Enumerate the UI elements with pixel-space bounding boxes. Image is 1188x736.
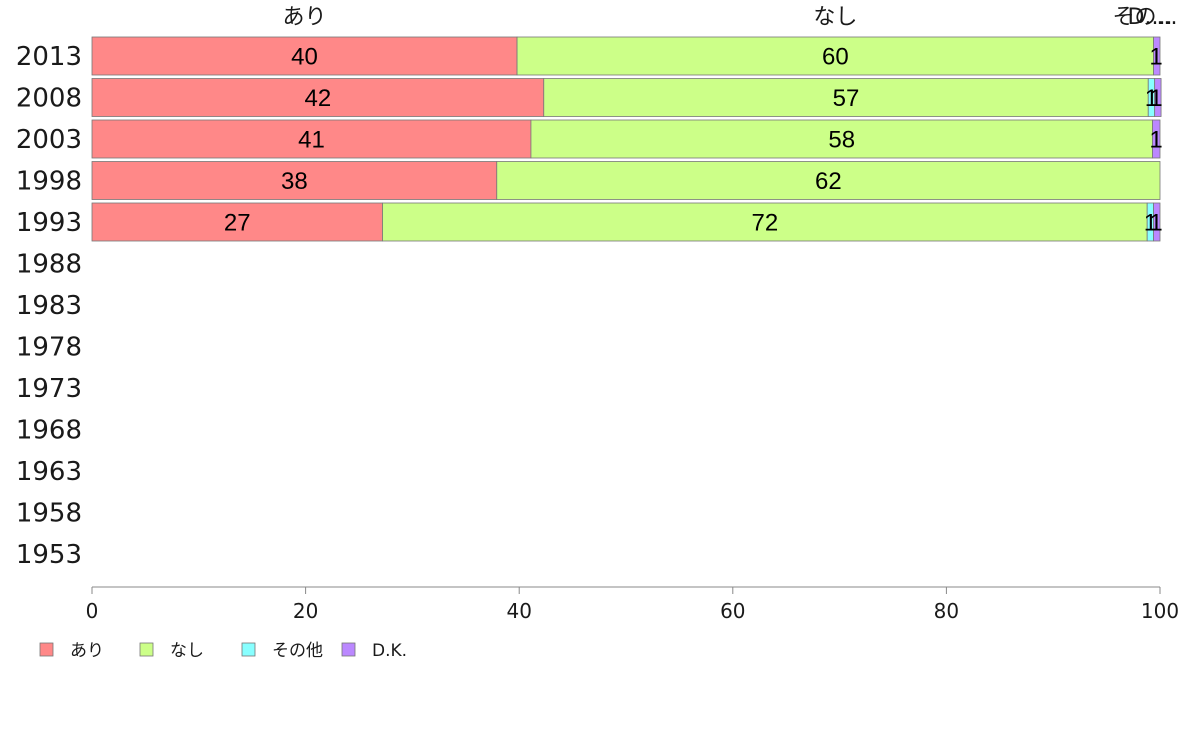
bar-1993-D.K. [1153, 202, 1161, 242]
y-tick-label-1983: 1983 [16, 291, 82, 321]
legend-label-あり: あり [70, 641, 104, 661]
top-label-なし: なし [813, 5, 857, 30]
y-tick-label-1973: 1973 [16, 374, 82, 404]
bars [91, 36, 1162, 242]
legend: あり なし その他 D.K. [39, 641, 407, 661]
x-tick-label-60: 60 [720, 599, 745, 623]
legend-label-D.K.: D.K. [372, 641, 407, 661]
legend-swatch-なし [139, 642, 154, 657]
data-label-2013-なし: 60 [822, 44, 849, 71]
bar-1998-なし [496, 161, 1161, 200]
x-tick-label-100: 100 [1141, 599, 1179, 623]
x-axis: 0 20 40 60 80 100 [86, 586, 1179, 623]
y-tick-label-2003: 2003 [16, 125, 82, 155]
y-tick-label-2013: 2013 [16, 42, 82, 72]
data-label-2008-なし: 57 [833, 85, 860, 112]
x-tick-label-20: 20 [293, 599, 318, 623]
y-tick-label-1993: 1993 [16, 208, 82, 238]
top-label-あり: あり [283, 5, 327, 30]
legend-swatch-D.K. [341, 642, 356, 657]
y-tick-label-1988: 1988 [16, 250, 82, 280]
data-label-1998-なし: 62 [815, 168, 842, 195]
y-tick-label-2008: 2008 [16, 84, 82, 114]
y-axis: 2013 2008 2003 1998 1993 1988 1983 1978 1973 1968… [16, 42, 82, 570]
x-tick-label-40: 40 [506, 599, 531, 623]
top-label-D.K.: D.... [1128, 5, 1173, 30]
data-label-2013-あり: 40 [291, 44, 318, 71]
y-tick-label-1953: 1953 [16, 540, 82, 570]
bar-2008-D.K. [1154, 78, 1162, 117]
y-tick-label-1968: 1968 [16, 416, 82, 446]
data-label-2013-D.K.: 1 [1149, 44, 1162, 71]
data-label-1993-なし: 72 [751, 210, 778, 237]
y-tick-label-1958: 1958 [16, 499, 82, 529]
data-label-1998-あり: 38 [281, 168, 308, 195]
data-label-2003-なし: 58 [828, 127, 855, 154]
data-label-2008-あり: 42 [305, 85, 332, 112]
data-label-1993-D.K.: 1 [1149, 210, 1162, 237]
x-tick-label-0: 0 [86, 599, 99, 623]
legend-label-その他: その他 [272, 641, 323, 661]
bar-2003-D.K. [1152, 119, 1161, 159]
bar-2003-あり [91, 119, 532, 159]
x-tick-label-80: 80 [934, 599, 959, 623]
data-label-1993-その他: 1 [1144, 210, 1157, 237]
bar-2013-なし [516, 36, 1154, 76]
bar-1998-あり [91, 161, 498, 200]
y-tick-label-1963: 1963 [16, 457, 82, 487]
legend-swatch-その他 [241, 642, 256, 657]
top-series-labels: あり なし その...D.... [283, 5, 1178, 30]
top-label-その他: その... [1113, 5, 1178, 30]
data-label-2003-D.K.: 1 [1149, 127, 1162, 154]
bar-2003-なし [530, 119, 1153, 159]
y-tick-label-1998: 1998 [16, 167, 82, 197]
data-label-1993-あり: 27 [224, 210, 251, 237]
legend-swatch-あり [39, 642, 54, 657]
data-label-2003-あり: 41 [298, 127, 325, 154]
bar-2013-D.K. [1153, 36, 1161, 76]
data-label-2008-その他: 1 [1145, 85, 1158, 112]
legend-label-なし: なし [170, 641, 204, 661]
bar-2013-あり [91, 36, 518, 76]
y-tick-label-1978: 1978 [16, 333, 82, 363]
data-label-2008-D.K.: 1 [1149, 85, 1162, 112]
bar-1993-なし [382, 202, 1148, 242]
